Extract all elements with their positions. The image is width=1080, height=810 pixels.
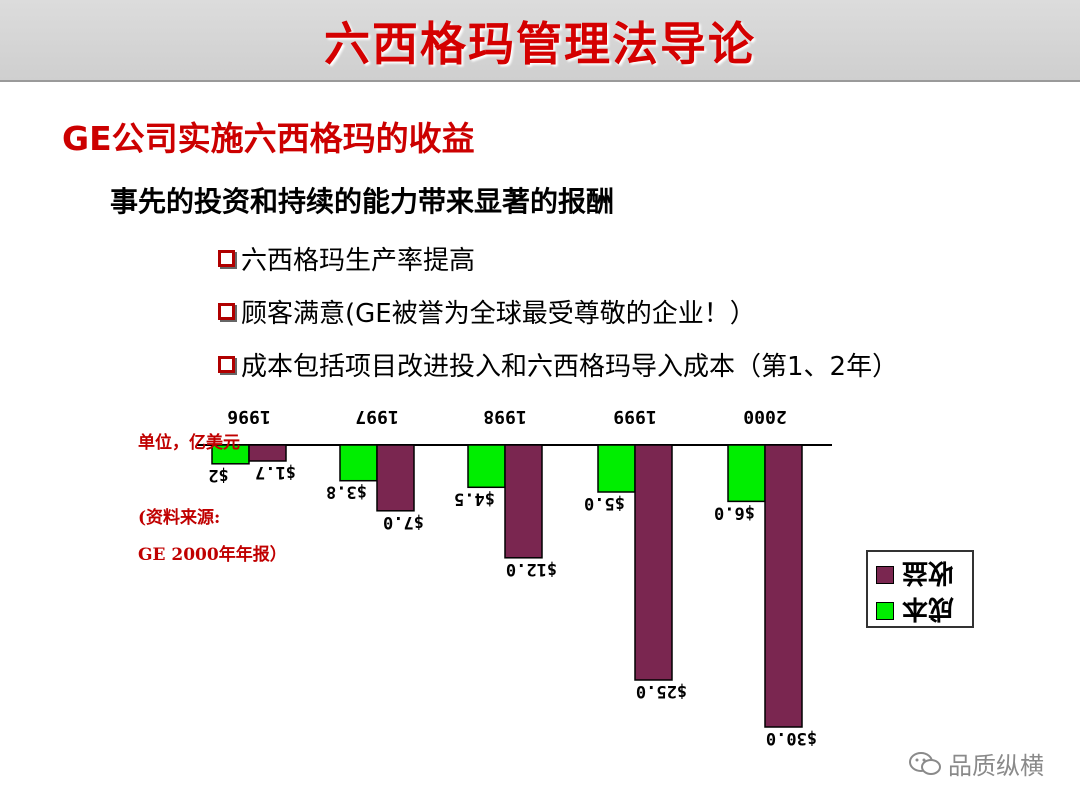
source-note-line1: (资料来源:: [138, 508, 221, 528]
data-label: $6.0: [714, 502, 755, 522]
data-label: $5.0: [584, 493, 625, 513]
source-note-line2: GE 2000年年报）: [138, 545, 287, 565]
checkbox-bullet-icon: [218, 303, 235, 320]
bar-benefit: [248, 444, 287, 462]
legend-swatch-benefit: [876, 565, 894, 584]
x-tick-label: 1997: [355, 406, 398, 427]
bullet-text: 成本包括项目改进投入和六西格玛导入成本（第1、2年）: [241, 352, 899, 382]
bullet-text: 顾客满意(GE被誉为全球最受尊敬的企业！）: [241, 299, 756, 329]
data-label: $25.0: [636, 681, 687, 701]
subheading: 事先的投资和持续的能力带来显著的报酬: [110, 185, 615, 218]
legend-item-benefit: 收益: [876, 556, 954, 593]
legend-item-cost: 成本: [876, 592, 954, 629]
bar-benefit: [504, 444, 543, 559]
legend-label-benefit: 收益: [902, 557, 955, 587]
slide-title: 六西格玛管理法导论: [324, 17, 756, 71]
x-tick-label: 1999: [613, 406, 656, 427]
bar-benefit: [634, 444, 673, 681]
data-label: $1.7: [255, 462, 296, 482]
bullet-item: 六西格玛生产率提高: [218, 240, 475, 277]
bullet-text: 六西格玛生产率提高: [241, 246, 476, 276]
bar-benefit: [764, 444, 803, 728]
data-label: $30.0: [766, 728, 817, 748]
data-label: $12.0: [506, 559, 557, 579]
section-heading: GE公司实施六西格玛的收益: [62, 119, 475, 158]
bullet-item: 成本包括项目改进投入和六西格玛导入成本（第1、2年）: [218, 346, 898, 383]
bar-cost: [467, 444, 506, 489]
bar-cost: [597, 444, 636, 493]
x-tick-label: 2000: [743, 406, 786, 427]
checkbox-bullet-icon: [218, 250, 235, 267]
bullet-item: 顾客满意(GE被誉为全球最受尊敬的企业！）: [218, 293, 756, 330]
data-label: $3.8: [326, 482, 367, 502]
x-tick-label: 1996: [227, 406, 270, 427]
legend-label-cost: 成本: [902, 593, 955, 623]
data-label: $7.0: [383, 512, 424, 532]
legend-swatch-cost: [876, 601, 894, 620]
bar-benefit: [376, 444, 415, 512]
bar-cost: [727, 444, 766, 503]
bar-cost: [339, 444, 378, 482]
x-tick-label: 1998: [483, 406, 526, 427]
checkbox-bullet-icon: [218, 356, 235, 373]
watermark-text: 品质纵横: [948, 752, 1044, 780]
wechat-icon: [909, 751, 941, 775]
chart-legend: 收益 成本: [866, 550, 974, 628]
unit-note: 单位，亿美元: [138, 433, 240, 453]
data-label: $2: [208, 465, 228, 485]
title-bar: 六西格玛管理法导论: [0, 0, 1080, 82]
watermark: 品质纵横: [908, 746, 1044, 781]
data-label: $4.5: [454, 488, 495, 508]
